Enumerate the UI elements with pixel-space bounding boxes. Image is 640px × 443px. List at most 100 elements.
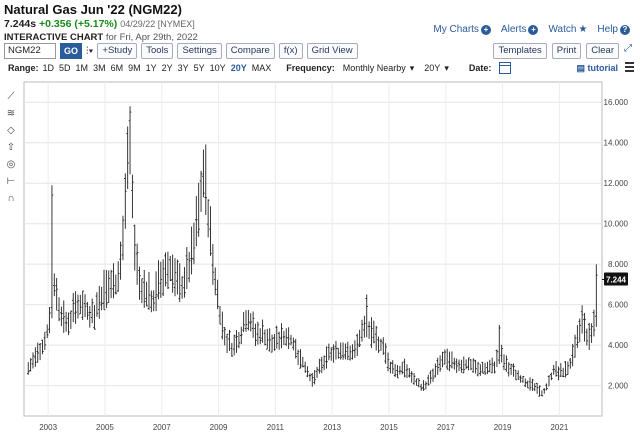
ohlc-bar <box>232 334 236 356</box>
ohlc-bar <box>237 332 241 349</box>
ohlc-bar <box>161 259 165 297</box>
range-option-3m[interactable]: 3M <box>93 63 106 73</box>
print-button[interactable]: Print <box>551 43 582 59</box>
range-option-1d[interactable]: 1D <box>42 63 55 73</box>
range-option-2y[interactable]: 2Y <box>161 63 173 73</box>
last-price-marker: 7.244 <box>602 272 628 286</box>
ohlc-bar <box>533 383 537 392</box>
ohlc-bar <box>266 328 269 350</box>
ohlc-bar <box>308 373 312 382</box>
watch-link[interactable]: Watch ★ <box>548 24 587 35</box>
fibonacci-tool-icon[interactable]: ≋ <box>6 108 16 119</box>
ohlc-bar <box>178 263 182 303</box>
chevron-down-icon[interactable]: ▾ <box>409 62 415 73</box>
templates-button[interactable]: Templates <box>493 43 547 59</box>
quote-line: 7.244s +0.356 (+5.17%) 04/29/22 [NYMEX] <box>4 18 198 31</box>
go-button[interactable]: GO <box>60 43 83 59</box>
ohlc-bar <box>538 385 541 397</box>
ohlc-bar <box>303 361 307 373</box>
ohlc-bar <box>50 185 54 319</box>
chart-grid <box>24 82 602 416</box>
alerts-link[interactable]: Alerts + <box>501 24 539 35</box>
symbol-input[interactable]: NGM22 <box>4 43 56 59</box>
range-option-3y[interactable]: 3Y <box>177 63 189 73</box>
my-charts-link[interactable]: My Charts + <box>433 24 491 35</box>
range-option-10y[interactable]: 10Y <box>209 63 226 73</box>
x-tick-label: 2021 <box>550 423 568 432</box>
chart-subtitle: INTERACTIVE CHART for Fri, Apr 29th, 202… <box>4 31 198 44</box>
ohlc-bar <box>168 255 172 282</box>
ohlc-bar <box>481 361 485 374</box>
ohlc-bar <box>64 311 68 332</box>
measure-tool-icon[interactable]: ⊢ <box>6 176 16 187</box>
line-tool-icon[interactable]: ⟋ <box>7 91 15 102</box>
circle-tool-icon[interactable]: ◎ <box>6 159 16 170</box>
range-option-1y[interactable]: 1Y <box>145 63 157 73</box>
ohlc-bar <box>247 309 250 331</box>
y-tick-label: 16.000 <box>604 98 629 107</box>
ohlc-bar <box>381 337 385 355</box>
ohlc-bar <box>268 328 271 352</box>
ohlc-bar <box>119 241 122 280</box>
ohlc-bar <box>545 383 548 391</box>
tutorial-link[interactable]: ▤ tutorial <box>576 63 618 73</box>
ohlc-bar <box>45 324 49 339</box>
arrow-tool-icon[interactable]: ⇧ <box>6 142 16 153</box>
ohlc-bar <box>114 274 118 295</box>
y-tick-label: 6.000 <box>608 301 629 310</box>
ohlc-bar <box>239 326 243 345</box>
settings-button[interactable]: Settings <box>177 43 222 59</box>
ohlc-bar <box>391 360 395 374</box>
ohlc-bar <box>26 362 30 375</box>
y-axis-labels: 2.000 4.000 6.000 8.000 10.000 12.000 14.000 16… <box>604 98 629 390</box>
ohlc-bar <box>550 372 553 381</box>
tools-button[interactable]: Tools <box>141 43 174 59</box>
range-option-5y[interactable]: 5Y <box>193 63 205 73</box>
period-select[interactable]: 20Y <box>424 63 441 73</box>
chevron-down-icon[interactable]: ▾ <box>444 62 449 73</box>
ohlc-bar <box>374 325 378 351</box>
ohlc-bar <box>164 252 167 287</box>
frequency-select[interactable]: Monthly Nearby <box>342 63 406 73</box>
price-chart[interactable]: 2.000 4.000 6.000 8.000 10.000 12.000 14.000 16… <box>0 78 640 438</box>
fx-button[interactable]: f(x) <box>278 43 303 59</box>
ohlc-bar <box>95 292 99 317</box>
menu-icon[interactable] <box>625 62 634 74</box>
ohlc-bar <box>138 266 141 300</box>
ohlc-bar <box>344 343 347 360</box>
plus-icon: + <box>480 24 491 35</box>
range-label: Range: <box>8 63 39 73</box>
ohlc-bar <box>509 363 513 375</box>
expand-icon[interactable]: ⤢ <box>624 43 632 54</box>
clear-button[interactable]: Clear <box>586 43 619 59</box>
frequency-label: Frequency: <box>286 63 335 73</box>
ohlc-bar <box>296 349 300 366</box>
ohlc-bar <box>310 372 314 387</box>
ohlc-bar <box>453 357 456 370</box>
magnet-icon[interactable]: ∩ <box>7 193 15 204</box>
study-button[interactable]: +Study <box>97 43 138 59</box>
calendar-icon[interactable] <box>499 62 512 74</box>
grid-view-button[interactable]: Grid View <box>306 43 358 59</box>
ohlc-bar <box>192 222 196 265</box>
range-option-6m[interactable]: 6M <box>110 63 124 73</box>
range-option-20y[interactable]: 20Y <box>230 63 247 73</box>
compare-button[interactable]: Compare <box>225 43 275 59</box>
ohlc-bar <box>273 333 276 351</box>
shape-tool-icon[interactable]: ◇ <box>7 125 15 136</box>
ohlc-bar <box>568 357 572 369</box>
x-tick-label: 2005 <box>96 423 114 432</box>
ohlc-bar <box>386 352 390 372</box>
ohlc-bar <box>471 358 475 373</box>
range-option-max[interactable]: MAX <box>251 63 272 73</box>
help-link[interactable]: Help? <box>597 24 630 35</box>
bar-type-icon[interactable]: ⫶▾ <box>86 45 94 57</box>
ohlc-bar <box>519 375 522 383</box>
ohlc-bar <box>483 362 487 375</box>
page-title: Natural Gas Jun '22 (NGM22) <box>4 2 182 17</box>
y-tick-label: 10.000 <box>604 220 629 229</box>
range-option-1m[interactable]: 1M <box>75 63 89 73</box>
ohlc-bar <box>79 294 82 315</box>
range-option-9m[interactable]: 9M <box>128 63 141 73</box>
range-option-5d[interactable]: 5D <box>59 63 71 73</box>
